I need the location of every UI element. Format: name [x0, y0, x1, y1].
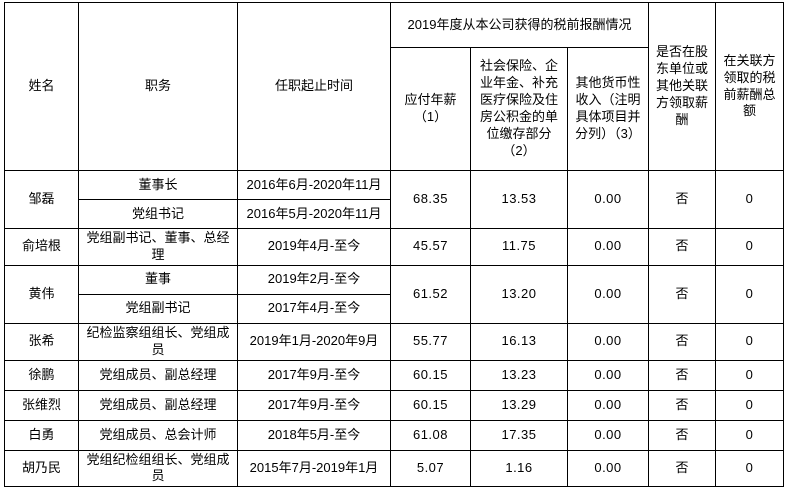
header-cell-related-party-total: 在关联方领取的税前薪酬总额	[715, 2, 785, 171]
cell-name: 胡乃民	[4, 449, 79, 487]
cell-social-insurance: 13.53	[470, 170, 568, 229]
cell-name: 白勇	[4, 419, 79, 451]
cell-social-insurance: 1.16	[470, 449, 568, 487]
cell-term: 2019年4月-至今	[237, 228, 391, 266]
cell-position: 党组成员、副总经理	[78, 359, 238, 391]
cell-related-party-total: 0	[715, 359, 785, 391]
cell-annual-salary: 55.77	[390, 322, 471, 361]
cell-position: 纪检监察组组长、党组成员	[78, 322, 238, 361]
cell-position: 党组书记	[78, 199, 238, 229]
table-subrow: 党组书记 2016年5月-2020年11月	[5, 199, 784, 229]
cell-related-party-total: 0	[715, 264, 785, 324]
header-cell-shareholder-pay: 是否在股东单位或其他关联方领取薪酬	[648, 2, 717, 171]
cell-related-party-total: 0	[715, 170, 785, 229]
cell-term: 2019年2月-至今	[237, 264, 391, 295]
cell-position: 党组成员、总会计师	[78, 419, 238, 451]
table-row: 徐鹏 党组成员、副总经理 2017年9月-至今 60.15 13.23 0.00…	[4, 359, 785, 391]
cell-term: 2017年9月-至今	[237, 359, 391, 391]
cell-position: 党组纪检组组长、党组成员	[78, 449, 238, 487]
cell-other-income: 0.00	[566, 264, 650, 324]
cell-position: 党组副书记、董事、总经理	[78, 228, 238, 266]
cell-annual-salary: 60.15	[390, 389, 471, 421]
cell-position: 董事	[78, 264, 238, 295]
cell-social-insurance: 17.35	[470, 419, 568, 451]
cell-term: 2015年7月-2019年1月	[237, 449, 391, 487]
table-row: 邹磊 董事长 2016年6月-2020年11月 68.35 13.53 0.00…	[4, 170, 785, 229]
cell-name: 张维烈	[4, 389, 79, 421]
cell-annual-salary: 45.57	[390, 228, 471, 266]
cell-social-insurance: 13.20	[470, 264, 568, 324]
cell-shareholder-pay: 否	[648, 228, 717, 266]
cell-position: 党组副书记	[78, 293, 238, 324]
cell-term: 2016年5月-2020年11月	[237, 199, 391, 229]
cell-shareholder-pay: 否	[648, 359, 717, 391]
cell-annual-salary: 60.15	[390, 359, 471, 391]
cell-other-income: 0.00	[566, 419, 650, 451]
header-row-top: 姓名 职务 任职起止时间 2019年度从本公司获得的税前报酬情况 是否在股东单位…	[4, 2, 785, 171]
cell-social-insurance: 11.75	[470, 228, 568, 266]
cell-annual-salary: 61.08	[390, 419, 471, 451]
cell-related-party-total: 0	[715, 449, 785, 487]
cell-social-insurance: 16.13	[470, 322, 568, 361]
header-cell-other-income: 其他货币性收入（注明具体项目并分列）（3）	[566, 47, 650, 171]
compensation-table: 姓名 职务 任职起止时间 2019年度从本公司获得的税前报酬情况 是否在股东单位…	[4, 2, 785, 487]
header-cell-compensation-group: 2019年度从本公司获得的税前报酬情况	[389, 2, 650, 48]
cell-name: 俞培根	[4, 228, 79, 266]
cell-shareholder-pay: 否	[648, 449, 717, 487]
cell-name: 徐鹏	[4, 359, 79, 391]
cell-term: 2016年6月-2020年11月	[237, 170, 391, 200]
cell-shareholder-pay: 否	[648, 419, 717, 451]
cell-related-party-total: 0	[715, 322, 785, 361]
table-row: 张希 纪检监察组组长、党组成员 2019年1月-2020年9月 55.77 16…	[4, 322, 785, 361]
cell-term: 2017年4月-至今	[237, 293, 391, 324]
cell-shareholder-pay: 否	[648, 264, 717, 324]
table-row: 张维烈 党组成员、副总经理 2017年9月-至今 60.15 13.29 0.0…	[4, 389, 785, 421]
cell-name: 邹磊	[4, 170, 79, 229]
cell-other-income: 0.00	[566, 170, 650, 229]
cell-position: 党组成员、副总经理	[78, 389, 238, 421]
cell-name: 黄伟	[4, 264, 79, 324]
cell-shareholder-pay: 否	[648, 170, 717, 229]
cell-related-party-total: 0	[715, 389, 785, 421]
cell-social-insurance: 13.23	[470, 359, 568, 391]
cell-term: 2018年5月-至今	[237, 419, 391, 451]
cell-other-income: 0.00	[566, 359, 650, 391]
header-cell-term: 任职起止时间	[237, 2, 391, 171]
cell-name: 张希	[4, 322, 79, 361]
header-cell-position: 职务	[78, 2, 238, 171]
cell-other-income: 0.00	[566, 449, 650, 487]
cell-term: 2017年9月-至今	[237, 389, 391, 421]
header-cell-annual-salary: 应付年薪（1）	[390, 47, 471, 171]
cell-related-party-total: 0	[715, 228, 785, 266]
table-subrow: 党组副书记 2017年4月-至今	[5, 293, 784, 324]
table-row: 白勇 党组成员、总会计师 2018年5月-至今 61.08 17.35 0.00…	[4, 419, 785, 451]
cell-shareholder-pay: 否	[648, 389, 717, 421]
cell-annual-salary: 5.07	[390, 449, 471, 487]
cell-other-income: 0.00	[566, 389, 650, 421]
header-cell-name: 姓名	[4, 2, 79, 171]
cell-annual-salary: 68.35	[390, 170, 471, 229]
cell-other-income: 0.00	[566, 322, 650, 361]
cell-related-party-total: 0	[715, 419, 785, 451]
cell-term: 2019年1月-2020年9月	[237, 322, 391, 361]
table-row: 俞培根 党组副书记、董事、总经理 2019年4月-至今 45.57 11.75 …	[4, 228, 785, 266]
header-cell-social-insurance: 社会保险、企业年金、补充医疗保险及住房公积金的单位缴存部分（2）	[470, 47, 568, 171]
cell-other-income: 0.00	[566, 228, 650, 266]
cell-annual-salary: 61.52	[390, 264, 471, 324]
cell-shareholder-pay: 否	[648, 322, 717, 361]
cell-position: 董事长	[78, 170, 238, 200]
table-row: 胡乃民 党组纪检组组长、党组成员 2015年7月-2019年1月 5.07 1.…	[4, 449, 785, 487]
cell-social-insurance: 13.29	[470, 389, 568, 421]
table-row: 黄伟 董事 2019年2月-至今 61.52 13.20 0.00 否 0	[4, 264, 785, 324]
